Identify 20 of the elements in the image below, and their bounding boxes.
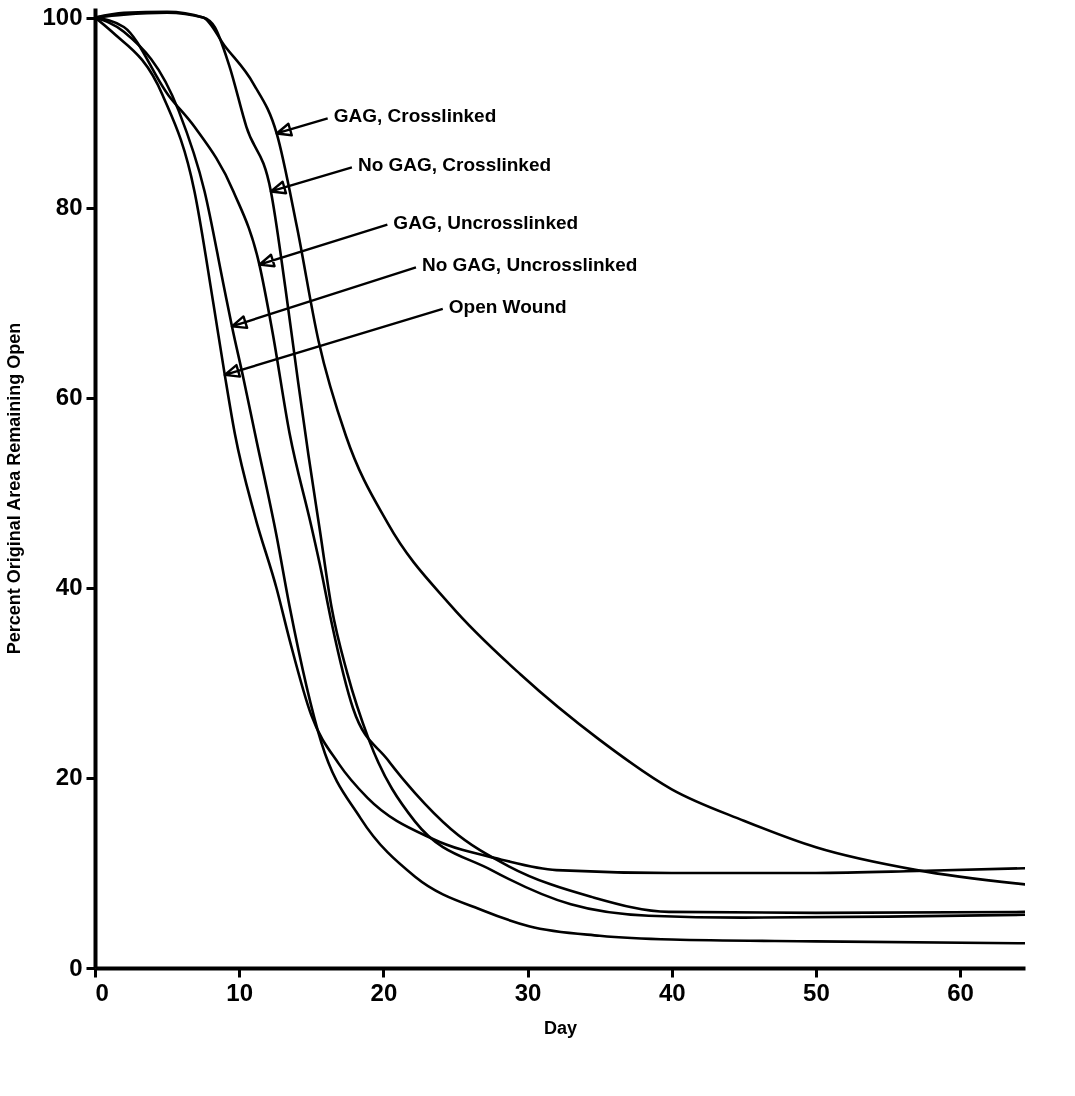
- y-axis-title: Percent Original Area Remaining Open: [4, 322, 25, 655]
- y-tick-label: 100: [42, 3, 83, 30]
- x-tick-label: 40: [658, 978, 686, 1006]
- y-tick-label: 60: [55, 383, 83, 411]
- x-tick-label: 20: [370, 978, 398, 1006]
- annotation: Open Wound: [448, 295, 567, 317]
- x-tick-label: 50: [803, 978, 830, 1006]
- y-tick-label: 20: [55, 763, 83, 791]
- annotation: GAG, Crosslinked: [333, 105, 497, 127]
- x-axis-title: Day: [543, 1017, 578, 1038]
- x-tick-label: 0: [95, 978, 109, 1006]
- y-tick-label: 0: [69, 953, 83, 981]
- x-tick-label: 60: [947, 978, 974, 1006]
- annotation: No GAG, Uncrosslinked: [421, 254, 638, 276]
- annotation: GAG, Uncrosslinked: [393, 211, 579, 233]
- y-tick-label: 80: [55, 193, 83, 221]
- x-tick-label: 30: [514, 978, 542, 1006]
- y-tick-label: 40: [55, 573, 83, 601]
- annotation: No GAG, Crosslinked: [357, 154, 552, 176]
- x-tick-label: 10: [226, 978, 254, 1006]
